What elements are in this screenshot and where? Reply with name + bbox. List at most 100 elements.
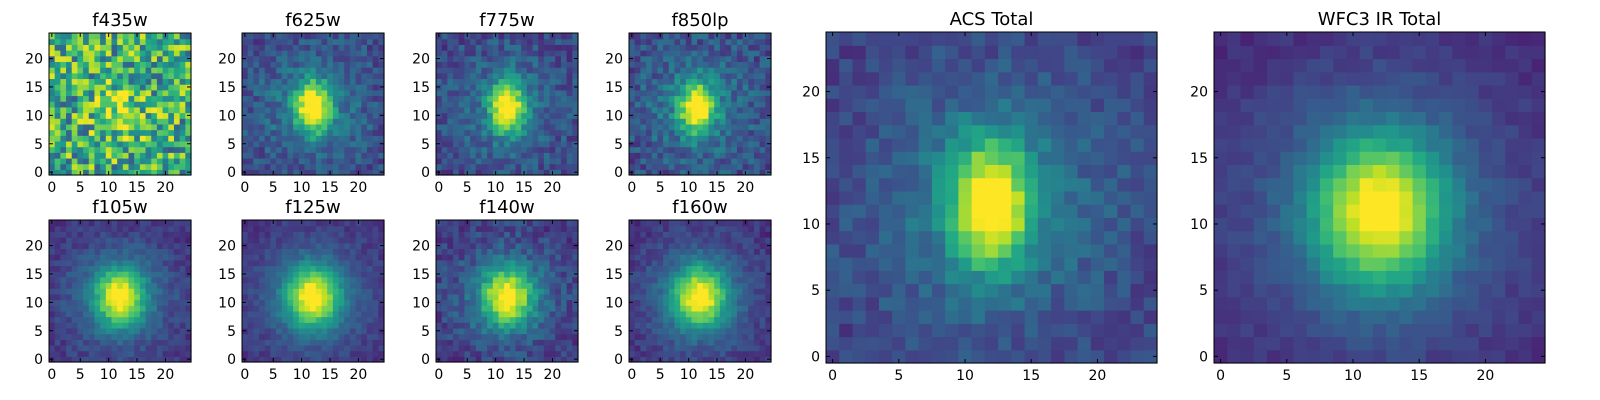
heatmap-cell <box>355 305 362 312</box>
heatmap-cell <box>332 350 340 357</box>
heatmap-cell <box>111 237 118 244</box>
heatmap-cell <box>1011 336 1026 351</box>
heatmap-cell <box>134 299 141 306</box>
heatmap-cell <box>651 101 658 108</box>
heatmap-cell <box>321 146 328 153</box>
heatmap-cell <box>865 124 880 139</box>
heatmap-cell <box>865 190 880 205</box>
heatmap-cell <box>156 101 164 108</box>
heatmap-cell <box>83 84 90 91</box>
heatmap-cell <box>259 310 266 318</box>
heatmap-cell <box>54 276 61 284</box>
heatmap-cell <box>259 44 266 51</box>
heatmap-cell <box>281 152 289 159</box>
heatmap-cell <box>878 190 893 205</box>
heatmap-cell <box>298 89 306 97</box>
heatmap-cell <box>111 248 118 255</box>
heatmap-cell <box>1240 177 1255 192</box>
heatmap-cell <box>674 101 681 108</box>
heatmap-cell <box>441 67 448 74</box>
heatmap-cell <box>481 95 488 102</box>
heatmap-cell <box>168 72 175 80</box>
heatmap-cell <box>77 112 84 119</box>
heatmap-cell <box>332 123 340 131</box>
heatmap-cell <box>1117 283 1132 298</box>
heatmap-cell <box>543 140 551 148</box>
heatmap-cell <box>1359 124 1374 139</box>
heatmap-cell <box>162 84 169 91</box>
heatmap-cell <box>1478 137 1493 152</box>
heatmap-cell <box>276 55 283 62</box>
heatmap-cell <box>259 78 266 85</box>
heatmap-cell <box>1077 190 1092 205</box>
heatmap-cell <box>748 152 755 159</box>
heatmap-cell <box>731 106 738 114</box>
heatmap-cell <box>1143 98 1158 113</box>
heatmap-cell <box>651 129 658 136</box>
heatmap-cell <box>640 135 647 142</box>
heatmap-cell <box>1359 336 1374 351</box>
heatmap-cell <box>304 55 311 62</box>
heatmap-cell <box>117 271 124 278</box>
heatmap-cell <box>526 146 534 153</box>
heatmap-cell <box>998 336 1012 351</box>
heatmap-cell <box>674 44 681 51</box>
heatmap-cell <box>971 58 986 73</box>
heatmap-cell <box>1492 32 1506 46</box>
heatmap-cell <box>538 106 545 114</box>
heatmap-cell <box>453 157 460 165</box>
heatmap-cell <box>264 282 271 289</box>
heatmap-cell <box>128 322 135 329</box>
heatmap-cell <box>1452 98 1467 113</box>
heatmap-cell <box>122 157 130 165</box>
heatmap-cell <box>270 55 277 62</box>
heatmap-cell <box>327 163 334 170</box>
heatmap-cell <box>83 67 90 74</box>
heatmap-cell <box>1266 323 1281 338</box>
heatmap-cell <box>60 146 67 153</box>
heatmap-cell <box>526 140 534 148</box>
heatmap-cell <box>481 146 488 153</box>
heatmap-cell <box>151 259 158 267</box>
heatmap-cell <box>1037 336 1052 351</box>
heatmap-cell <box>134 333 141 340</box>
heatmap-cell <box>958 296 973 311</box>
heatmap-cell <box>538 95 545 102</box>
heatmap-cell <box>640 84 647 91</box>
heatmap-cell <box>349 288 357 295</box>
heatmap-cell <box>1266 124 1281 139</box>
heatmap-cell <box>134 152 141 159</box>
heatmap-cell <box>145 112 152 119</box>
heatmap-cell <box>168 84 175 91</box>
heatmap-cell <box>156 61 164 68</box>
heatmap-cell <box>372 44 379 51</box>
heatmap-cell <box>71 322 78 329</box>
heatmap-cell <box>134 101 141 108</box>
heatmap-cell <box>1465 151 1480 165</box>
heatmap-cell <box>270 72 277 80</box>
heatmap-cell <box>54 135 61 142</box>
x-tick-label: 20 <box>1477 368 1495 384</box>
heatmap-cell <box>281 163 289 170</box>
heatmap-cell <box>66 322 73 329</box>
heatmap-cell <box>270 316 277 323</box>
heatmap-cell <box>892 230 907 245</box>
heatmap-cell <box>88 259 96 267</box>
heatmap-cell <box>71 50 78 57</box>
heatmap-cell <box>321 356 328 363</box>
heatmap-cell <box>1280 58 1295 73</box>
heatmap-cell <box>458 163 465 170</box>
heatmap-cell <box>719 67 727 74</box>
heatmap-cell <box>60 276 67 284</box>
heatmap-cell <box>293 152 300 159</box>
heatmap-cell <box>355 157 362 165</box>
heatmap-cell <box>276 101 283 108</box>
heatmap-cell <box>54 310 61 318</box>
heatmap-cell <box>287 84 294 91</box>
heatmap-cell <box>1214 336 1228 351</box>
heatmap-cell <box>100 322 107 329</box>
heatmap-cell <box>242 50 249 57</box>
heatmap-cell <box>276 350 283 357</box>
heatmap-cell <box>378 152 385 159</box>
heatmap-cell <box>355 140 362 148</box>
